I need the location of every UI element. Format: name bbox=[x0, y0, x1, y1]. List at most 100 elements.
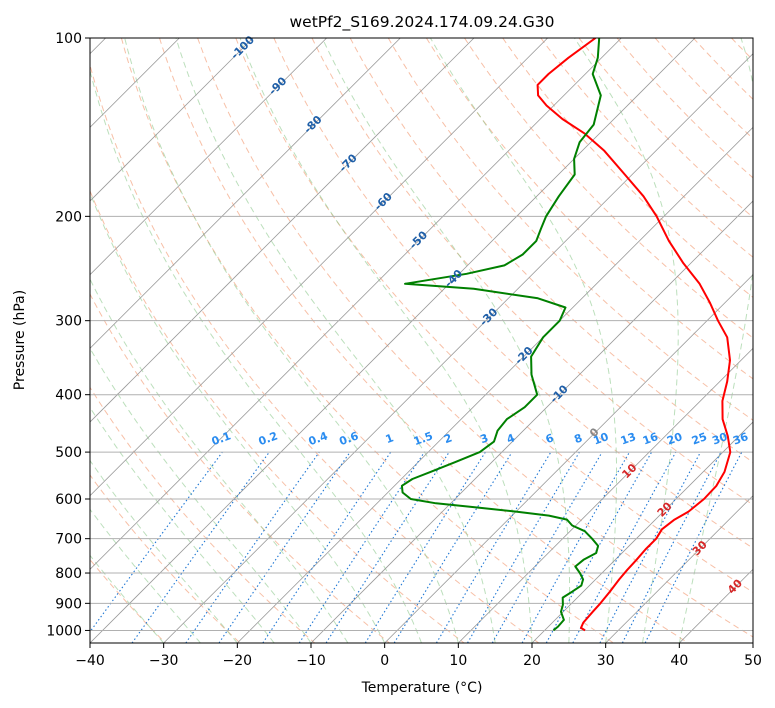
isotherm-label: -10 bbox=[548, 382, 571, 405]
mixing-ratio-line bbox=[262, 451, 392, 643]
mixing-ratio-line bbox=[521, 451, 630, 643]
dry-adiabat-line bbox=[273, 38, 753, 549]
x-tick-label: 20 bbox=[523, 653, 541, 669]
background-lines bbox=[90, 38, 775, 643]
isotherm-label: -30 bbox=[477, 305, 500, 328]
dry-adiabat-line bbox=[159, 38, 689, 643]
mixing-ratio-label: 0.4 bbox=[307, 429, 330, 448]
isotherm-line bbox=[458, 347, 753, 643]
mixing-ratio-label: 30 bbox=[710, 430, 729, 448]
x-tick-label: 40 bbox=[670, 653, 688, 669]
y-tick-label: 600 bbox=[55, 492, 82, 508]
y-axis-title: Pressure (hPa) bbox=[12, 290, 28, 390]
isotherm-line bbox=[310, 200, 753, 643]
mixing-ratio-line bbox=[599, 451, 701, 643]
x-tick-label: 10 bbox=[449, 653, 467, 669]
mixing-ratio-label: 1 bbox=[384, 431, 396, 446]
y-tick-label: 300 bbox=[55, 314, 82, 330]
dry-adiabat-line bbox=[90, 474, 241, 643]
x-tick-label: −40 bbox=[75, 653, 105, 669]
x-tick-label: −10 bbox=[296, 653, 326, 669]
mixing-ratio-line bbox=[325, 451, 450, 643]
isotherm-line bbox=[90, 38, 548, 497]
dry-adiabat-line bbox=[197, 38, 753, 638]
sounding-profiles bbox=[400, 38, 732, 632]
isotherm-line bbox=[90, 38, 475, 423]
isotherm-label: -80 bbox=[301, 113, 324, 136]
dry-adiabat-line bbox=[654, 38, 753, 140]
isotherm-line bbox=[531, 421, 753, 643]
dry-adiabat-line bbox=[90, 293, 390, 643]
isotherm-label: -100 bbox=[228, 33, 257, 62]
mixing-ratio-line bbox=[435, 451, 552, 643]
mixing-ratio-label: 3 bbox=[478, 431, 490, 446]
moist-adiabat-line bbox=[90, 191, 386, 643]
moist-adiabat-line bbox=[321, 38, 571, 643]
isotherm-label: -50 bbox=[407, 228, 430, 251]
dry-adiabat-line bbox=[770, 38, 775, 643]
moist-adiabat-line bbox=[678, 38, 753, 643]
mixing-ratio-label: 36 bbox=[731, 430, 750, 448]
dry-adiabat-line bbox=[692, 38, 753, 100]
mixing-ratio-line bbox=[644, 451, 743, 643]
x-tick-label: 0 bbox=[380, 653, 389, 669]
mixing-ratio-line bbox=[572, 451, 677, 643]
moist-adiabat-line bbox=[573, 38, 679, 643]
dry-adiabat-line bbox=[387, 38, 753, 421]
line-labels: -100-90-80-70-60-50-40-30-20-10010203040… bbox=[210, 33, 750, 597]
mixing-ratio-label: 6 bbox=[544, 431, 556, 446]
moist-adiabat-line bbox=[429, 38, 617, 643]
dry-adiabat-line bbox=[90, 386, 316, 643]
mixing-ratio-label: 16 bbox=[641, 430, 660, 448]
dry-adiabat-line bbox=[235, 38, 753, 593]
y-tick-label: 100 bbox=[55, 31, 82, 47]
mixing-ratio-label: 0.6 bbox=[338, 429, 361, 448]
x-axis-title: Temperature (°C) bbox=[361, 680, 483, 696]
mixing-ratio-label: 0.2 bbox=[257, 429, 280, 448]
mixing-ratio-line bbox=[131, 451, 270, 643]
y-tick-label: 1000 bbox=[46, 623, 82, 639]
pressure-gridlines bbox=[90, 38, 753, 631]
y-tick-label: 500 bbox=[55, 445, 82, 461]
y-tick-label: 200 bbox=[55, 209, 82, 225]
x-axis-ticks: −40 −30 −20 −10 0 10 20 30 40 50 bbox=[75, 643, 762, 669]
isotherm-label: -90 bbox=[266, 74, 289, 97]
moist-adiabat-line bbox=[90, 406, 275, 643]
isotherm-label: 40 bbox=[725, 576, 745, 596]
isotherm-label: -20 bbox=[512, 344, 535, 367]
isotherm-line bbox=[90, 38, 254, 202]
isotherm-label: -70 bbox=[337, 151, 360, 174]
mixing-ratio-line bbox=[364, 451, 486, 643]
isotherm-line bbox=[90, 38, 327, 276]
isotherm-line bbox=[384, 274, 753, 643]
mixing-ratio-line bbox=[218, 451, 351, 643]
mixing-ratio-line bbox=[298, 451, 425, 643]
chart-title: wetPf2_S169.2024.174.09.24.G30 bbox=[290, 13, 555, 32]
dry-adiabat-line bbox=[578, 38, 753, 219]
moist-adiabat-line bbox=[90, 554, 165, 643]
mixing-ratio-label: 25 bbox=[690, 430, 709, 447]
y-tick-label: 700 bbox=[55, 532, 82, 548]
isotherm-label: -60 bbox=[372, 190, 395, 213]
isotherm-line bbox=[90, 38, 622, 570]
moist-adiabat-line bbox=[90, 508, 201, 643]
mixing-ratio-label: 1.5 bbox=[412, 429, 435, 448]
mixing-ratio-label: 4 bbox=[505, 431, 517, 446]
isotherm-label: 30 bbox=[690, 538, 710, 558]
isotherm-line bbox=[605, 495, 753, 643]
mixing-ratio-label: 2 bbox=[442, 431, 454, 446]
isotherm-line bbox=[90, 38, 696, 643]
mixing-ratio-line bbox=[545, 451, 653, 643]
mixing-ratio-line bbox=[90, 451, 223, 633]
moist-adiabat-line bbox=[90, 347, 312, 643]
isotherm-line bbox=[163, 53, 753, 643]
isotherm-line bbox=[752, 642, 753, 643]
profile-line bbox=[400, 38, 602, 632]
y-tick-label: 400 bbox=[55, 388, 82, 404]
plot-frame bbox=[89, 37, 754, 644]
dry-adiabat-line bbox=[349, 38, 753, 463]
dry-adiabat-line bbox=[425, 38, 753, 380]
moist-adiabat-line bbox=[90, 277, 349, 643]
x-tick-label: 50 bbox=[744, 653, 762, 669]
